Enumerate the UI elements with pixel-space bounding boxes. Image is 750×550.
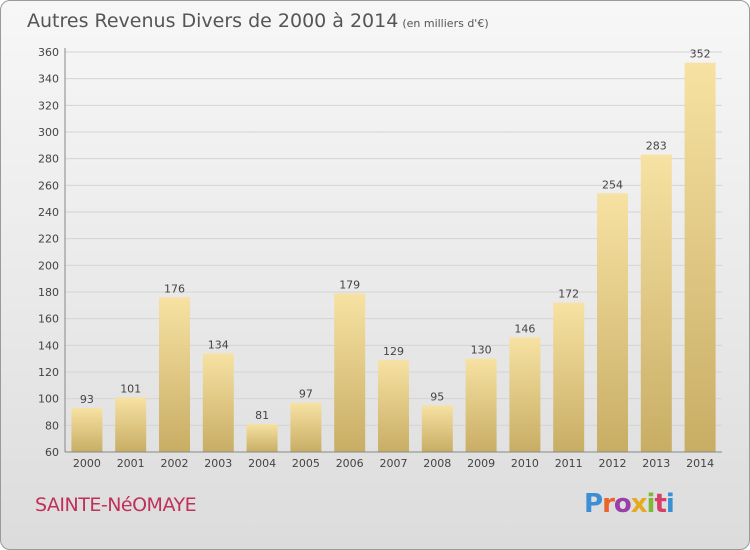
bar-2013 [640,154,672,452]
bar-2014 [684,62,716,453]
data-label-2008: 95 [430,390,444,403]
y-tick-label: 300 [38,126,59,139]
data-label-2012: 254 [602,178,623,191]
logo-letter: t [654,489,666,519]
bar-2012 [597,193,628,453]
x-tick-label: 2005 [292,457,320,470]
title-unit: (en milliers d'€) [402,17,489,30]
x-tick-label: 2014 [686,457,714,470]
y-axis-ticks: 60 80 100 120 140 160 180 200 220 240 260 280 300 320… [38,46,59,459]
data-label-2000: 93 [80,393,94,406]
x-tick-label: 2009 [467,457,495,470]
x-axis-ticks: 2000 2001 2002 2003 2004 2005 2006 2007 2008 2009… [73,457,714,470]
x-tick-label: 2011 [555,457,583,470]
bar-2007 [378,360,409,452]
data-label-2009: 130 [471,344,492,357]
bar-2009 [465,358,497,452]
y-tick-label: 280 [38,153,59,166]
x-tick-label: 2013 [642,457,670,470]
bar-2001 [115,397,147,452]
title-text: Autres Revenus Divers de 2000 à 2014 [27,10,399,32]
x-tick-label: 2004 [248,457,276,470]
y-tick-label: 160 [38,313,59,326]
x-tick-label: 2003 [204,457,232,470]
y-tick-label: 260 [38,179,59,192]
data-label-2002: 176 [164,282,185,295]
logo-letter: i [646,489,656,519]
y-tick-label: 340 [38,73,59,86]
data-labels: 93 101 176 134 81 97 179 129 95 130 146 172 254 283 35… [80,48,711,422]
y-tick-label: 220 [38,233,59,246]
x-tick-label: 2006 [336,457,364,470]
data-label-2007: 129 [383,345,404,358]
x-tick-label: 2007 [380,457,408,470]
x-tick-label: 2001 [117,457,145,470]
proxiti-logo: Proxiti [584,489,675,519]
y-tick-label: 120 [38,366,59,379]
x-tick-label: 2012 [599,457,627,470]
y-tick-label: 320 [38,99,59,112]
data-label-2006: 179 [339,278,360,291]
data-label-2013: 283 [646,140,667,153]
logo-letter: r [602,489,615,519]
y-tick-label: 360 [38,46,59,59]
bar-2008 [421,405,453,452]
data-label-2003: 134 [208,338,229,351]
bar-2006 [334,293,366,452]
logo-letter: x [630,489,648,519]
chart-title: Autres Revenus Divers de 2000 à 2014 (en … [27,10,489,32]
data-label-2005: 97 [299,388,313,401]
data-label-2010: 146 [514,322,535,335]
bars [71,62,716,453]
bar-2004 [246,424,278,452]
town-name: SAINTE-NéOMAYE [35,494,197,516]
logo-letter: o [613,489,632,519]
bar-2005 [290,402,322,452]
y-tick-label: 100 [38,393,59,406]
bar-2000 [71,408,103,452]
x-tick-label: 2008 [423,457,451,470]
y-tick-label: 80 [45,419,59,432]
x-tick-label: 2000 [73,457,101,470]
y-tick-label: 240 [38,206,59,219]
y-tick-label: 140 [38,339,59,352]
bar-2011 [553,302,585,452]
data-label-2004: 81 [255,409,269,422]
data-label-2001: 101 [120,382,141,395]
bar-2003 [202,353,234,452]
y-tick-label: 180 [38,286,59,299]
bar-2010 [509,337,541,452]
y-tick-label: 200 [38,259,59,272]
bar-2002 [159,297,190,452]
logo-letter: i [665,489,675,519]
y-tick-label: 60 [45,446,59,459]
data-label-2011: 172 [558,288,579,301]
data-label-2014: 352 [690,48,711,61]
x-tick-label: 2002 [161,457,189,470]
logo-letter: P [584,489,603,519]
x-tick-label: 2010 [511,457,539,470]
